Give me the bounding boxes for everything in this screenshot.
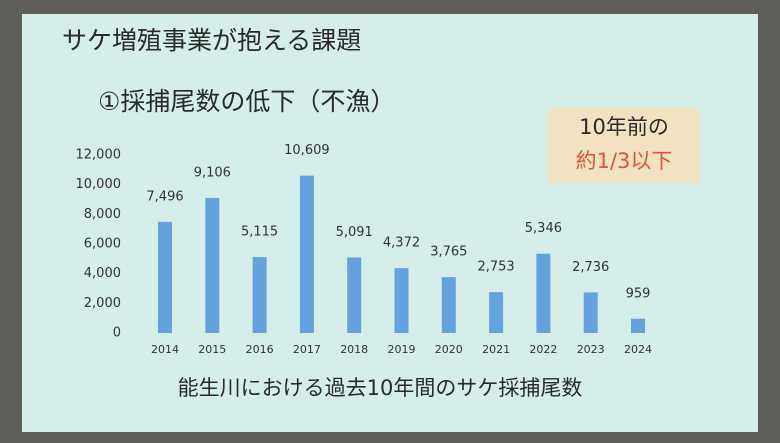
value-label: 4,372 <box>383 236 420 251</box>
x-tick-label: 2023 <box>577 343 605 356</box>
annotation: 約1/3以下 <box>576 149 673 173</box>
value-label: 5,115 <box>241 225 278 240</box>
annotation-box <box>548 108 700 183</box>
value-label: 5,346 <box>525 221 562 236</box>
y-tick-label: 4,000 <box>84 266 121 281</box>
caption: 能生川における過去10年間のサケ採捕尾数 <box>178 376 583 400</box>
value-label: 10,609 <box>284 143 330 158</box>
value-label: 9,106 <box>194 165 231 180</box>
x-tick-label: 2017 <box>293 343 321 356</box>
y-tick-label: 2,000 <box>84 296 121 311</box>
annotation: 10年前の <box>579 115 669 139</box>
value-label: 7,496 <box>146 189 183 204</box>
bar <box>299 175 314 333</box>
bar <box>347 257 362 333</box>
value-label: 5,091 <box>336 225 373 240</box>
bar <box>441 277 456 333</box>
value-label: 2,736 <box>572 260 609 275</box>
x-tick-label: 2016 <box>246 343 274 356</box>
chart-subtitle: ①採捕尾数の低下（不漁） <box>98 87 395 116</box>
x-tick-label: 2014 <box>151 343 179 356</box>
bar <box>252 257 267 333</box>
chart-title: サケ増殖事業が抱える課題 <box>62 26 361 55</box>
slide <box>22 14 758 432</box>
bar <box>394 268 409 333</box>
x-tick-label: 2022 <box>529 343 557 356</box>
y-tick-label: 6,000 <box>84 237 121 252</box>
bar <box>489 292 504 333</box>
y-tick-label: 12,000 <box>76 148 122 163</box>
y-tick-label: 8,000 <box>84 207 121 222</box>
bar <box>631 318 645 333</box>
x-tick-label: 2020 <box>435 343 463 356</box>
x-tick-label: 2019 <box>388 343 416 356</box>
y-tick-label: 10,000 <box>76 177 122 192</box>
bar <box>205 197 220 333</box>
value-label: 959 <box>626 286 651 301</box>
x-tick-label: 2015 <box>198 343 226 356</box>
bar <box>583 292 598 333</box>
x-tick-label: 2024 <box>624 343 652 356</box>
bar <box>158 221 172 333</box>
x-tick-label: 2021 <box>482 343 510 356</box>
bar <box>536 253 551 333</box>
value-label: 2,753 <box>477 260 514 275</box>
x-tick-label: 2018 <box>340 343 368 356</box>
y-tick-label: 0 <box>113 326 121 341</box>
value-label: 3,765 <box>430 245 467 260</box>
